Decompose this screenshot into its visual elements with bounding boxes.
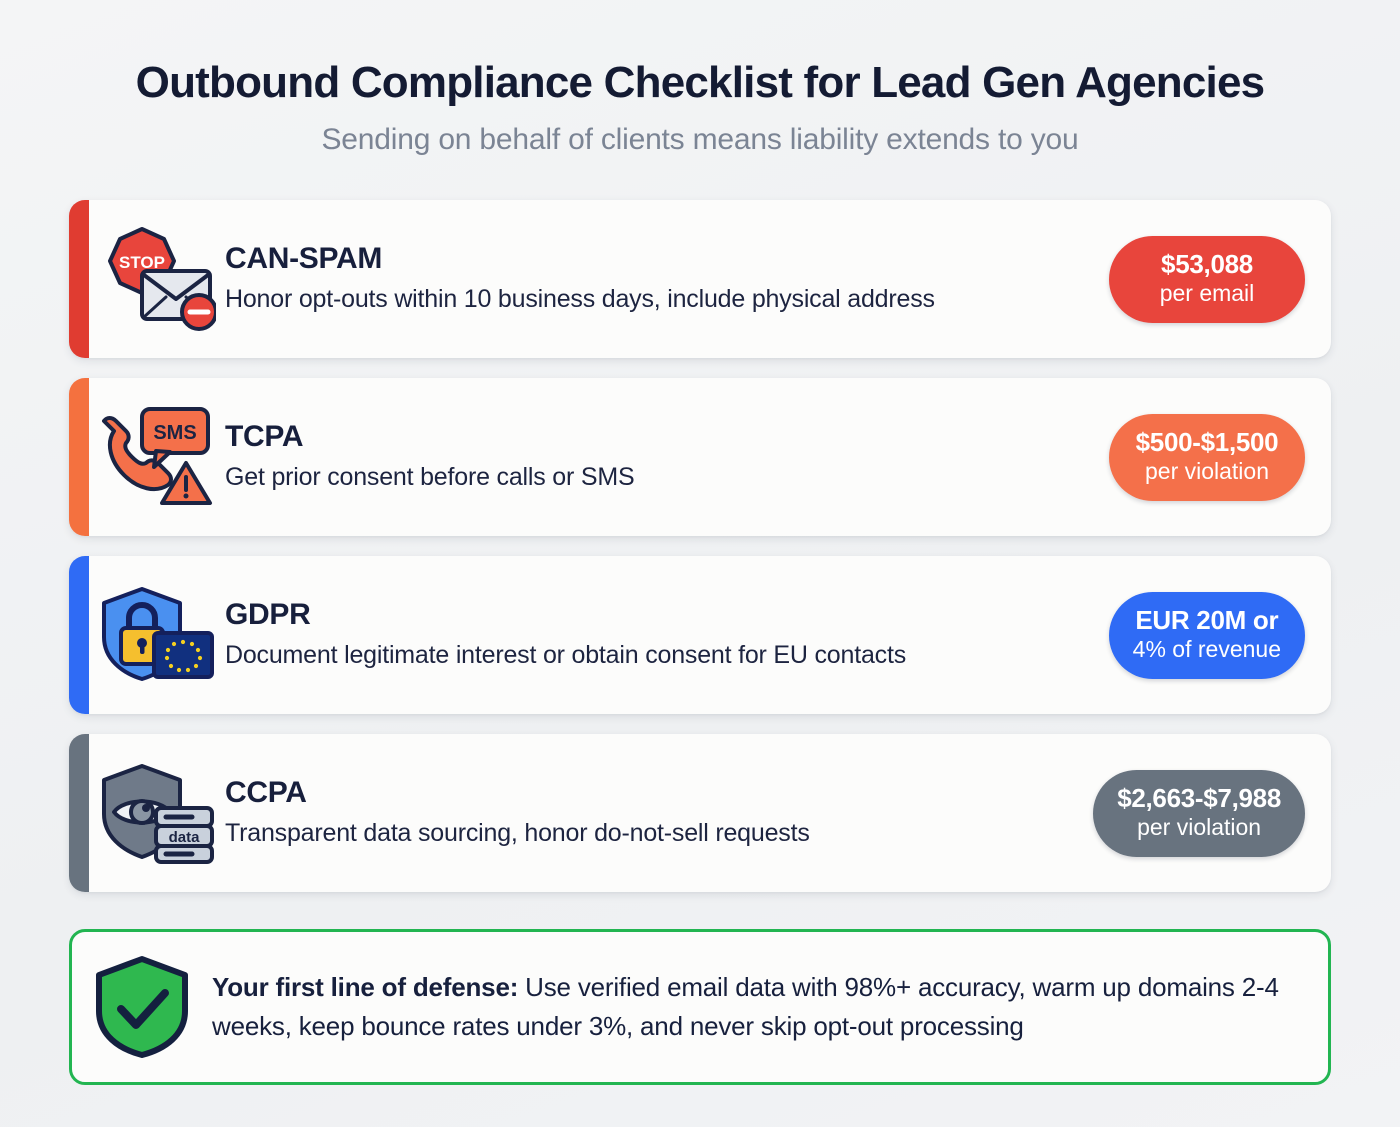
card-title-tcpa: TCPA — [225, 420, 304, 454]
shield-lock-eu-flag-icon — [89, 585, 225, 685]
page-title: Outbound Compliance Checklist for Lead G… — [135, 58, 1265, 107]
penalty-badge-tcpa: $500-$1,500 per violation — [1109, 413, 1305, 501]
card-title-ccpa: CCPA — [225, 776, 307, 810]
penalty-badge-can-spam: $53,088 per email — [1109, 235, 1305, 323]
compliance-card-list: STOP CAN-SPAM Honor opt-outs within 10 b… — [69, 200, 1331, 893]
card-title-can-spam: CAN-SPAM — [225, 242, 383, 276]
compliance-card-ccpa[interactable]: data CCPA Transparent data sourcing, hon… — [69, 734, 1331, 893]
card-body-tcpa: TCPA Get prior consent before calls or S… — [225, 420, 1109, 494]
accent-bar-ccpa — [69, 734, 89, 893]
penalty-amount-ccpa: $2,663-$7,988 — [1117, 782, 1281, 813]
green-shield-check-icon — [72, 955, 212, 1059]
penalty-unit-can-spam: per email — [1159, 279, 1255, 306]
phone-sms-warning-icon: SMS — [89, 405, 225, 509]
card-description-gdpr: Document legitimate interest or obtain c… — [225, 640, 906, 669]
card-body-ccpa: CCPA Transparent data sourcing, honor do… — [225, 776, 1093, 850]
compliance-card-can-spam[interactable]: STOP CAN-SPAM Honor opt-outs within 10 b… — [69, 200, 1331, 359]
penalty-unit-gdpr: 4% of revenue — [1132, 635, 1281, 662]
penalty-unit-ccpa: per violation — [1137, 813, 1262, 840]
card-body-gdpr: GDPR Document legitimate interest or obt… — [225, 598, 1109, 672]
penalty-amount-gdpr: EUR 20M or — [1135, 604, 1279, 635]
penalty-unit-tcpa: per violation — [1144, 457, 1270, 484]
card-body-can-spam: CAN-SPAM Honor opt-outs within 10 busine… — [225, 242, 1109, 316]
svg-text:data: data — [169, 829, 201, 846]
compliance-card-gdpr[interactable]: GDPR Document legitimate interest or obt… — [69, 556, 1331, 715]
accent-bar-gdpr — [69, 556, 89, 715]
card-description-can-spam: Honor opt-outs within 10 business days, … — [225, 284, 935, 313]
card-title-gdpr: GDPR — [225, 598, 311, 632]
card-description-ccpa: Transparent data sourcing, honor do-not-… — [225, 818, 810, 847]
stop-sign-envelope-icon: STOP — [89, 225, 225, 333]
defense-callout-body: Use verified email data with 98%+ accura… — [212, 972, 1279, 1042]
accent-bar-can-spam — [69, 200, 89, 359]
card-description-tcpa: Get prior consent before calls or SMS — [225, 462, 635, 491]
defense-callout-lead: Your first line of defense: — [212, 972, 519, 1003]
header: Outbound Compliance Checklist for Lead G… — [0, 0, 1400, 157]
penalty-badge-gdpr: EUR 20M or 4% of revenue — [1108, 591, 1305, 679]
svg-text:SMS: SMS — [153, 422, 196, 444]
svg-text:STOP: STOP — [119, 253, 165, 272]
page-subtitle: Sending on behalf of clients means liabi… — [321, 123, 1079, 157]
accent-bar-tcpa — [69, 378, 89, 537]
penalty-amount-can-spam: $53,088 — [1161, 248, 1253, 279]
compliance-card-tcpa[interactable]: SMS TCPA Get prior consent before calls … — [69, 378, 1331, 537]
shield-eye-database-icon: data — [89, 762, 225, 865]
penalty-amount-tcpa: $500-$1,500 — [1135, 426, 1279, 457]
penalty-badge-ccpa: $2,663-$7,988 per violation — [1093, 769, 1305, 857]
defense-callout-text: Your first line of defense: Use verified… — [212, 968, 1294, 1046]
defense-callout: Your first line of defense: Use verified… — [69, 929, 1331, 1086]
